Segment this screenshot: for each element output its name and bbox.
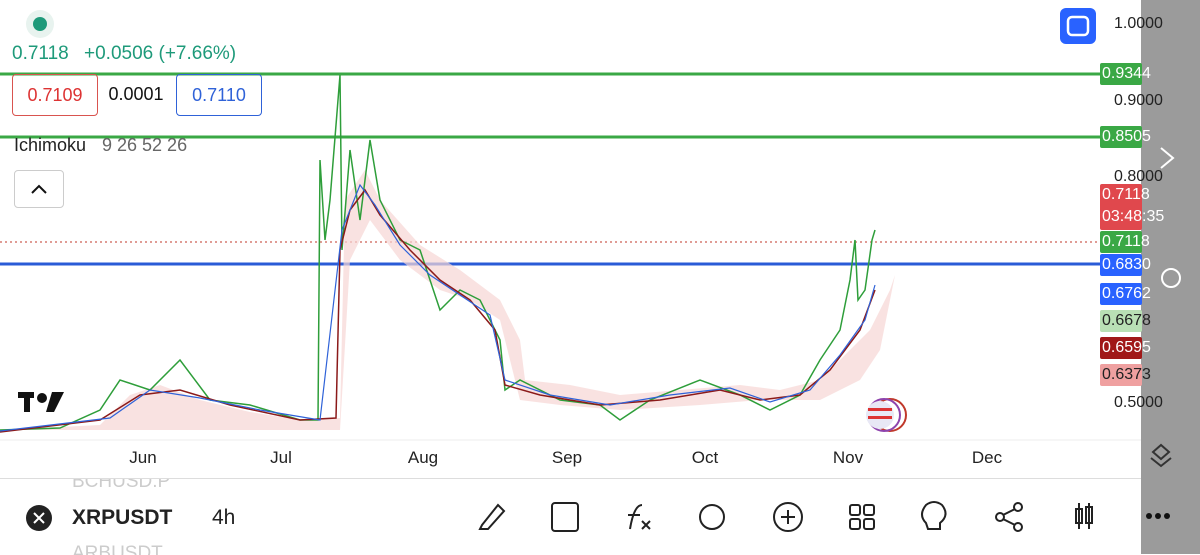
symbol[interactable]: XRPUSDT (72, 506, 173, 529)
alert-icon[interactable] (699, 504, 725, 530)
indicators-icon[interactable] (628, 504, 651, 530)
time-label: Dec (971, 448, 1003, 467)
price-tag: 0.7118 (1100, 231, 1150, 253)
ask-button[interactable]: 0.7110 (176, 74, 262, 116)
more-icon[interactable] (1146, 513, 1170, 519)
base-line (0, 188, 876, 433)
price-tag: 0.9344 (1100, 63, 1151, 85)
time-label: Jul (270, 448, 292, 467)
price-label: 0.8000 (1114, 168, 1163, 185)
price-label: 0.9000 (1114, 92, 1163, 109)
price-label: 0.5000 (1114, 394, 1163, 411)
price-tag: 0.6762 (1100, 283, 1151, 305)
prev-symbol[interactable]: BCHUSD.P (72, 478, 171, 492)
cloud (0, 170, 895, 430)
price-tag: 0.6595 (1100, 337, 1151, 359)
collapse-button[interactable] (14, 170, 64, 208)
time-label: Nov (832, 448, 864, 467)
side-icons (1146, 147, 1181, 519)
time-label: Aug (407, 448, 439, 467)
ideas-icon[interactable] (921, 501, 947, 530)
symbol-icon (26, 505, 52, 531)
price-tag: 0.6830 (1100, 254, 1151, 276)
price-tag: 0.6678 (1100, 310, 1151, 332)
price-tag: 0.7118 (1102, 186, 1150, 203)
tool-icons (478, 501, 1093, 532)
price-tag: 0.8505 (1100, 126, 1151, 148)
last-price-tag: 0.7118 03:48:35 (1100, 184, 1165, 230)
status-dot (26, 10, 54, 38)
time-label: Sep (551, 448, 583, 467)
orders-icon[interactable] (551, 502, 579, 532)
side-strip (1141, 0, 1200, 554)
change: +0.0506 (+7.66%) (84, 43, 237, 64)
conversion-line (0, 183, 876, 432)
event-icon (866, 398, 907, 432)
bid-button[interactable]: 0.7109 (12, 74, 98, 116)
price-label: 1.0000 (1114, 15, 1163, 32)
indicator-params: 9 26 52 26 (102, 135, 188, 155)
tv-logo (18, 392, 64, 412)
spread: 0.0001 (108, 84, 164, 104)
last-price: 0.7118 (12, 43, 69, 64)
next-symbol[interactable]: ARBUSDT (72, 543, 163, 555)
indicator-name: Ichimoku (14, 135, 87, 155)
add-icon[interactable] (773, 502, 803, 532)
magnet-icon[interactable] (1161, 268, 1181, 288)
price-tag: 0.6373 (1100, 364, 1151, 386)
scroll-icon[interactable] (1160, 147, 1175, 169)
price-line (0, 74, 876, 431)
interval[interactable]: 4h (212, 506, 236, 529)
fullscreen-button[interactable] (1060, 8, 1096, 44)
time-label: Jun (129, 448, 157, 467)
chart-canvas (0, 72, 1141, 441)
time-label: Oct (691, 448, 719, 467)
settings-icon[interactable] (1150, 443, 1172, 468)
draw-icon[interactable] (478, 503, 506, 530)
bottom-toolbar: BCHUSD.P XRPUSDT 4h ARBUSDT (0, 478, 1141, 555)
countdown: 03:48:35 (1102, 208, 1165, 225)
